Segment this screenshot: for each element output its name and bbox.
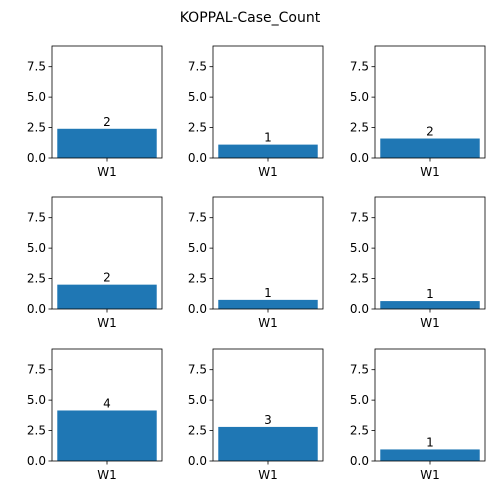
subplot-7: 4 0.0 2.5 5.0 7.5 W1 xyxy=(27,348,163,482)
y-tick-label: 0.0 xyxy=(350,151,369,165)
subplot-2: 1 0.0 2.5 5.0 7.5 W1 xyxy=(188,45,324,179)
y-tick-label: 7.5 xyxy=(27,363,46,377)
y-tick-label: 0.0 xyxy=(350,454,369,468)
y-tick-label: 2.5 xyxy=(27,424,46,438)
y-tick-label: 7.5 xyxy=(188,60,207,74)
bar xyxy=(380,449,480,461)
y-tick-label: 5.0 xyxy=(27,90,46,104)
x-tick-label: W1 xyxy=(258,468,278,482)
y-tick-label: 7.5 xyxy=(188,363,207,377)
subplot-9: 1 0.0 2.5 5.0 7.5 W1 xyxy=(350,348,486,482)
data-label: 2 xyxy=(103,271,111,285)
y-tick-label: 7.5 xyxy=(188,211,207,225)
x-tick-label: W1 xyxy=(420,316,440,330)
y-tick-label: 2.5 xyxy=(188,424,207,438)
y-tick-label: 5.0 xyxy=(188,90,207,104)
bar xyxy=(57,128,157,158)
subplot-5: 1 0.0 2.5 5.0 7.5 W1 xyxy=(188,196,324,330)
y-tick-label: 5.0 xyxy=(27,393,46,407)
data-label: 2 xyxy=(426,125,434,139)
y-tick-label: 0.0 xyxy=(350,302,369,316)
y-tick-label: 2.5 xyxy=(27,121,46,135)
y-tick-label: 2.5 xyxy=(350,121,369,135)
subplot-4: 2 0.0 2.5 5.0 7.5 W1 xyxy=(27,196,163,330)
x-tick-label: W1 xyxy=(97,316,117,330)
x-tick-label: W1 xyxy=(420,165,440,179)
x-tick-label: W1 xyxy=(258,316,278,330)
subplot-8: 3 0.0 2.5 5.0 7.5 W1 xyxy=(188,348,324,482)
y-tick-label: 5.0 xyxy=(188,393,207,407)
bar xyxy=(57,284,157,309)
bar xyxy=(380,138,480,158)
y-tick-label: 0.0 xyxy=(188,454,207,468)
bar xyxy=(57,410,157,461)
y-tick-label: 7.5 xyxy=(350,363,369,377)
data-label: 1 xyxy=(426,287,434,301)
bar xyxy=(218,144,318,158)
subplot-1: 2 0.0 2.5 5.0 7.5 W1 xyxy=(27,45,163,179)
y-tick-label: 2.5 xyxy=(350,272,369,286)
x-tick-label: W1 xyxy=(258,165,278,179)
data-label: 1 xyxy=(426,435,434,449)
y-tick-label: 2.5 xyxy=(188,272,207,286)
bar xyxy=(218,299,318,309)
chart-title: KOPPAL-Case_Count xyxy=(180,10,321,26)
y-tick-label: 7.5 xyxy=(350,211,369,225)
y-tick-label: 2.5 xyxy=(350,424,369,438)
subplot-6: 1 0.0 2.5 5.0 7.5 W1 xyxy=(350,196,486,330)
data-label: 1 xyxy=(264,131,272,145)
y-tick-label: 5.0 xyxy=(350,241,369,255)
data-label: 4 xyxy=(103,396,111,410)
y-tick-label: 2.5 xyxy=(188,121,207,135)
y-tick-label: 7.5 xyxy=(27,60,46,74)
y-tick-label: 5.0 xyxy=(350,90,369,104)
bar xyxy=(380,301,480,309)
y-tick-label: 0.0 xyxy=(188,151,207,165)
y-tick-label: 0.0 xyxy=(27,151,46,165)
subplot-3: 2 0.0 2.5 5.0 7.5 W1 xyxy=(350,45,486,179)
y-tick-label: 7.5 xyxy=(27,211,46,225)
y-tick-label: 0.0 xyxy=(27,454,46,468)
y-tick-label: 5.0 xyxy=(188,241,207,255)
y-tick-label: 2.5 xyxy=(27,272,46,286)
bar xyxy=(218,426,318,461)
x-tick-label: W1 xyxy=(420,468,440,482)
x-tick-label: W1 xyxy=(97,468,117,482)
data-label: 3 xyxy=(264,413,272,427)
y-tick-label: 5.0 xyxy=(27,241,46,255)
y-tick-label: 0.0 xyxy=(27,302,46,316)
y-tick-label: 0.0 xyxy=(188,302,207,316)
subplot-grid: 2 0.0 2.5 5.0 7.5 W1 1 0.0 2.5 5.0 7.5 W1 2 0.0 2.5 5.0… xyxy=(27,45,486,482)
data-label: 1 xyxy=(264,286,272,300)
data-label: 2 xyxy=(103,115,111,129)
x-tick-label: W1 xyxy=(97,165,117,179)
y-tick-label: 7.5 xyxy=(350,60,369,74)
y-tick-label: 5.0 xyxy=(350,393,369,407)
